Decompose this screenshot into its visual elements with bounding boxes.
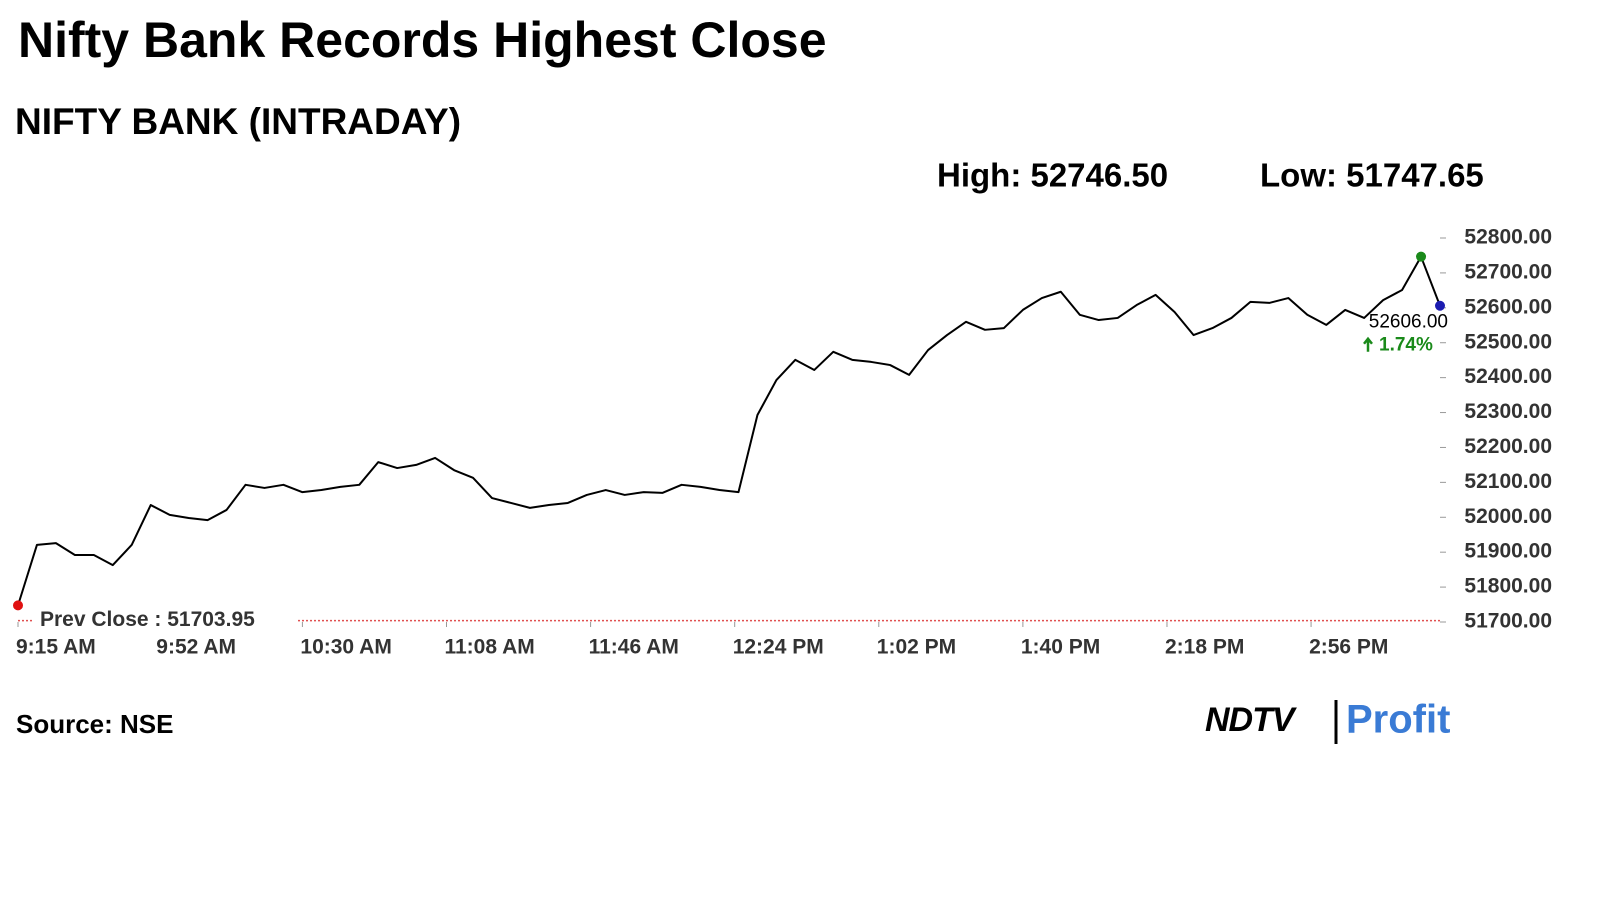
high-label: High: 52746.50 bbox=[937, 157, 1168, 194]
y-tick-label: 52300.00 bbox=[1464, 400, 1552, 423]
prev-close-label: Prev Close : 51703.95 bbox=[40, 608, 255, 631]
logo-left: NDTV bbox=[1205, 701, 1298, 739]
point-marker bbox=[13, 600, 23, 611]
x-tick-label: 9:15 AM bbox=[16, 636, 96, 659]
last-value-label: 52606.00 bbox=[1369, 312, 1448, 333]
source: Source: NSE bbox=[16, 709, 174, 739]
x-tick-label: 1:02 PM bbox=[877, 636, 956, 659]
y-tick-label: 52700.00 bbox=[1464, 260, 1552, 283]
x-tick-label: 10:30 AM bbox=[300, 636, 391, 659]
y-tick-label: 52200.00 bbox=[1464, 435, 1552, 458]
logo: NDTV Profit bbox=[1205, 698, 1450, 744]
point-marker bbox=[1435, 300, 1445, 311]
y-tick-label: 52500.00 bbox=[1464, 330, 1552, 353]
prev-close-label-bg bbox=[34, 606, 296, 633]
change-label: 1.74% bbox=[1379, 335, 1433, 356]
low-label: Low: 51747.65 bbox=[1260, 157, 1484, 194]
chart-subtitle: NIFTY BANK (INTRADAY) bbox=[15, 101, 461, 142]
y-tick-label: 52400.00 bbox=[1464, 365, 1552, 388]
y-tick-label: 52100.00 bbox=[1464, 470, 1552, 493]
logo-right: Profit bbox=[1346, 698, 1450, 742]
y-tick-label: 51900.00 bbox=[1464, 540, 1552, 563]
x-tick-label: 11:46 AM bbox=[589, 636, 679, 659]
x-tick-label: 2:18 PM bbox=[1165, 636, 1244, 659]
x-tick-label: 1:40 PM bbox=[1021, 636, 1100, 659]
chart-title: Nifty Bank Records Highest Close bbox=[18, 12, 827, 68]
y-tick-label: 52800.00 bbox=[1464, 226, 1552, 249]
x-tick-label: 2:56 PM bbox=[1309, 636, 1388, 659]
x-tick-label: 9:52 AM bbox=[156, 636, 236, 659]
change-arrow bbox=[1363, 336, 1373, 352]
x-tick-label: 11:08 AM bbox=[444, 636, 534, 659]
y-tick-label: 51700.00 bbox=[1464, 610, 1552, 633]
x-tick-label: 12:24 PM bbox=[733, 636, 824, 659]
plot-area: 51700.00 51800.00 51900.00 52000.00 52100.00… bbox=[13, 226, 1552, 659]
point-marker bbox=[1416, 251, 1427, 262]
y-tick-label: 52000.00 bbox=[1464, 505, 1552, 528]
y-tick-label: 52600.00 bbox=[1464, 295, 1552, 318]
price-line bbox=[17, 255, 1441, 606]
y-tick-label: 51800.00 bbox=[1464, 575, 1552, 598]
